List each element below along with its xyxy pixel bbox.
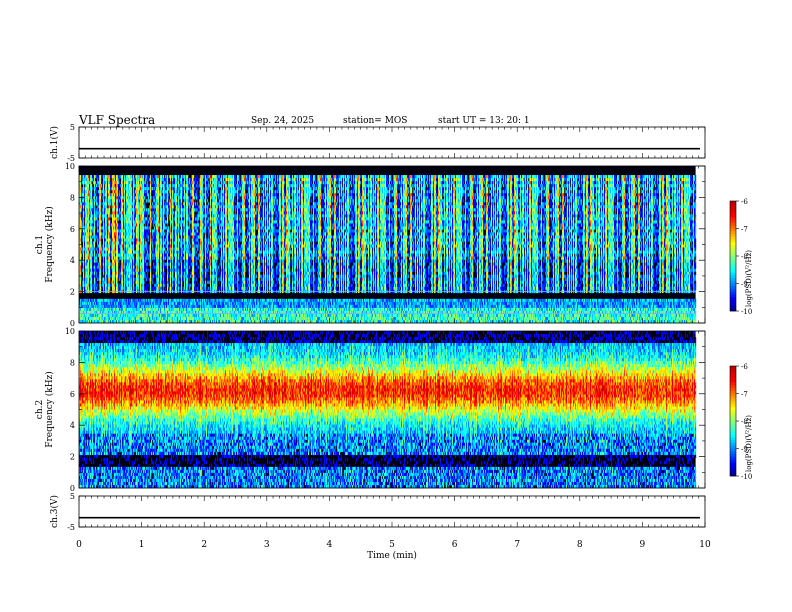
x-axis-label: Time (min) bbox=[367, 550, 417, 561]
x-tick-label: 0 bbox=[76, 540, 82, 550]
y-tick-label: 10 bbox=[65, 162, 75, 171]
colorbar-label: log(PSD)(V²/Hz) bbox=[745, 415, 753, 472]
panel-ch3-waveform: 5 -5 ch.3(V) bbox=[49, 492, 705, 532]
x-tick-label: 4 bbox=[327, 540, 333, 550]
panel-ch1-waveform: 5-5ch.1(V) bbox=[49, 123, 705, 163]
y-tick-label: 8 bbox=[70, 358, 75, 367]
colorbar-tick-label: -6 bbox=[741, 198, 748, 206]
x-tick-label: 5 bbox=[389, 540, 395, 550]
y-tick-label: 5 bbox=[70, 492, 75, 501]
colorbar-label: log(PSD)(V²/Hz) bbox=[745, 250, 753, 307]
y-axis-label: Frequency (kHz) bbox=[44, 206, 55, 283]
x-tick-label: 7 bbox=[514, 540, 520, 550]
y-axis-label: ch.3(V) bbox=[49, 495, 60, 528]
x-tick-label: 3 bbox=[264, 540, 270, 550]
y-tick-label: 8 bbox=[70, 193, 75, 202]
x-tick-label: 10 bbox=[699, 540, 711, 550]
colorbar-tick-label: -10 bbox=[741, 473, 752, 481]
x-tick-label: 1 bbox=[139, 540, 145, 550]
x-tick-label: 8 bbox=[577, 540, 583, 550]
y-axis-label: ch.1(V) bbox=[49, 126, 60, 159]
y-tick-label: 6 bbox=[70, 390, 75, 399]
y-axis-label: ch.2 bbox=[35, 400, 45, 419]
y-tick-label: -5 bbox=[67, 523, 75, 532]
colorbar-tick-label: -7 bbox=[741, 226, 748, 234]
y-tick-label: 6 bbox=[70, 225, 75, 234]
y-tick-label: 2 bbox=[70, 288, 75, 297]
x-tick-label: 6 bbox=[452, 540, 458, 550]
x-tick-label: 9 bbox=[640, 540, 646, 550]
y-tick-label: 5 bbox=[70, 123, 75, 132]
y-tick-label: 10 bbox=[65, 327, 75, 336]
y-axis-label: Frequency (kHz) bbox=[44, 371, 55, 448]
x-tick-label: 2 bbox=[201, 540, 207, 550]
colorbar-tick-label: -10 bbox=[741, 308, 752, 316]
colorbar-tick-label: -7 bbox=[741, 391, 748, 399]
y-axis-label: ch.1 bbox=[35, 235, 45, 254]
colorbar-tick-label: -6 bbox=[741, 363, 748, 371]
y-tick-label: 4 bbox=[70, 421, 75, 430]
y-tick-label: 4 bbox=[70, 256, 75, 265]
y-tick-label: 2 bbox=[70, 453, 75, 462]
